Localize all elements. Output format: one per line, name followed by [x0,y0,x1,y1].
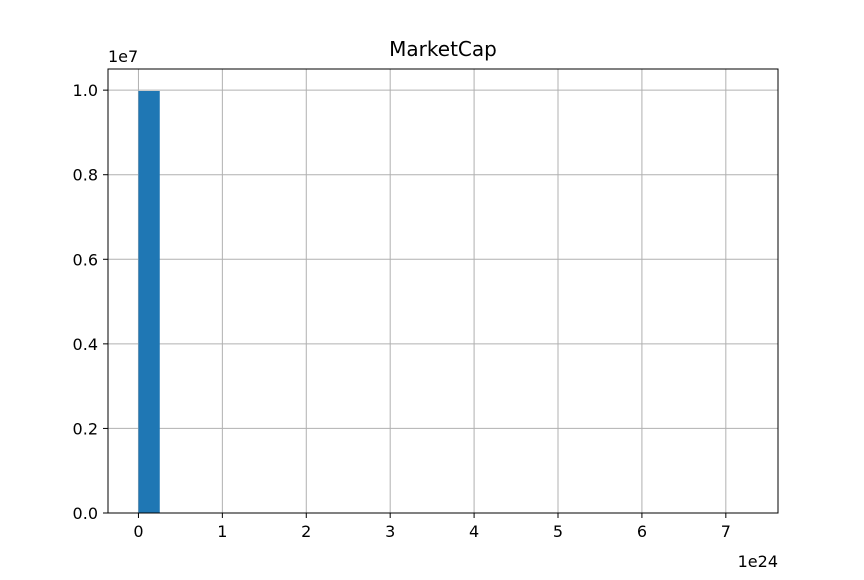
x-tick-label: 5 [553,522,563,541]
x-tick-label: 6 [637,522,647,541]
y-tick-label: 0.8 [73,166,98,185]
grid-layer [108,69,778,514]
y-tick-label: 0.6 [73,250,98,269]
x-tick-label: 2 [301,522,311,541]
y-tick-label: 0.2 [73,419,98,438]
ticks-layer: 0 1 2 3 4 5 6 7 0.0 0.2 0.4 0.6 0.8 1.0 [73,81,731,541]
y-tick-label: 1.0 [73,81,98,100]
histogram-bar [138,90,160,513]
x-axis-offset-label: 1e24 [738,552,778,571]
y-tick-label: 0.4 [73,335,98,354]
axes-frame [107,68,779,514]
bars-layer [138,90,160,513]
x-tick-label: 3 [385,522,395,541]
x-tick-label: 1 [217,522,227,541]
y-tick-label: 0.0 [73,504,98,523]
x-tick-label: 4 [469,522,479,541]
x-tick-label: 7 [721,522,731,541]
x-tick-label: 0 [133,522,143,541]
y-axis-offset-label: 1e7 [108,47,138,66]
chart-title: MarketCap [389,37,497,61]
